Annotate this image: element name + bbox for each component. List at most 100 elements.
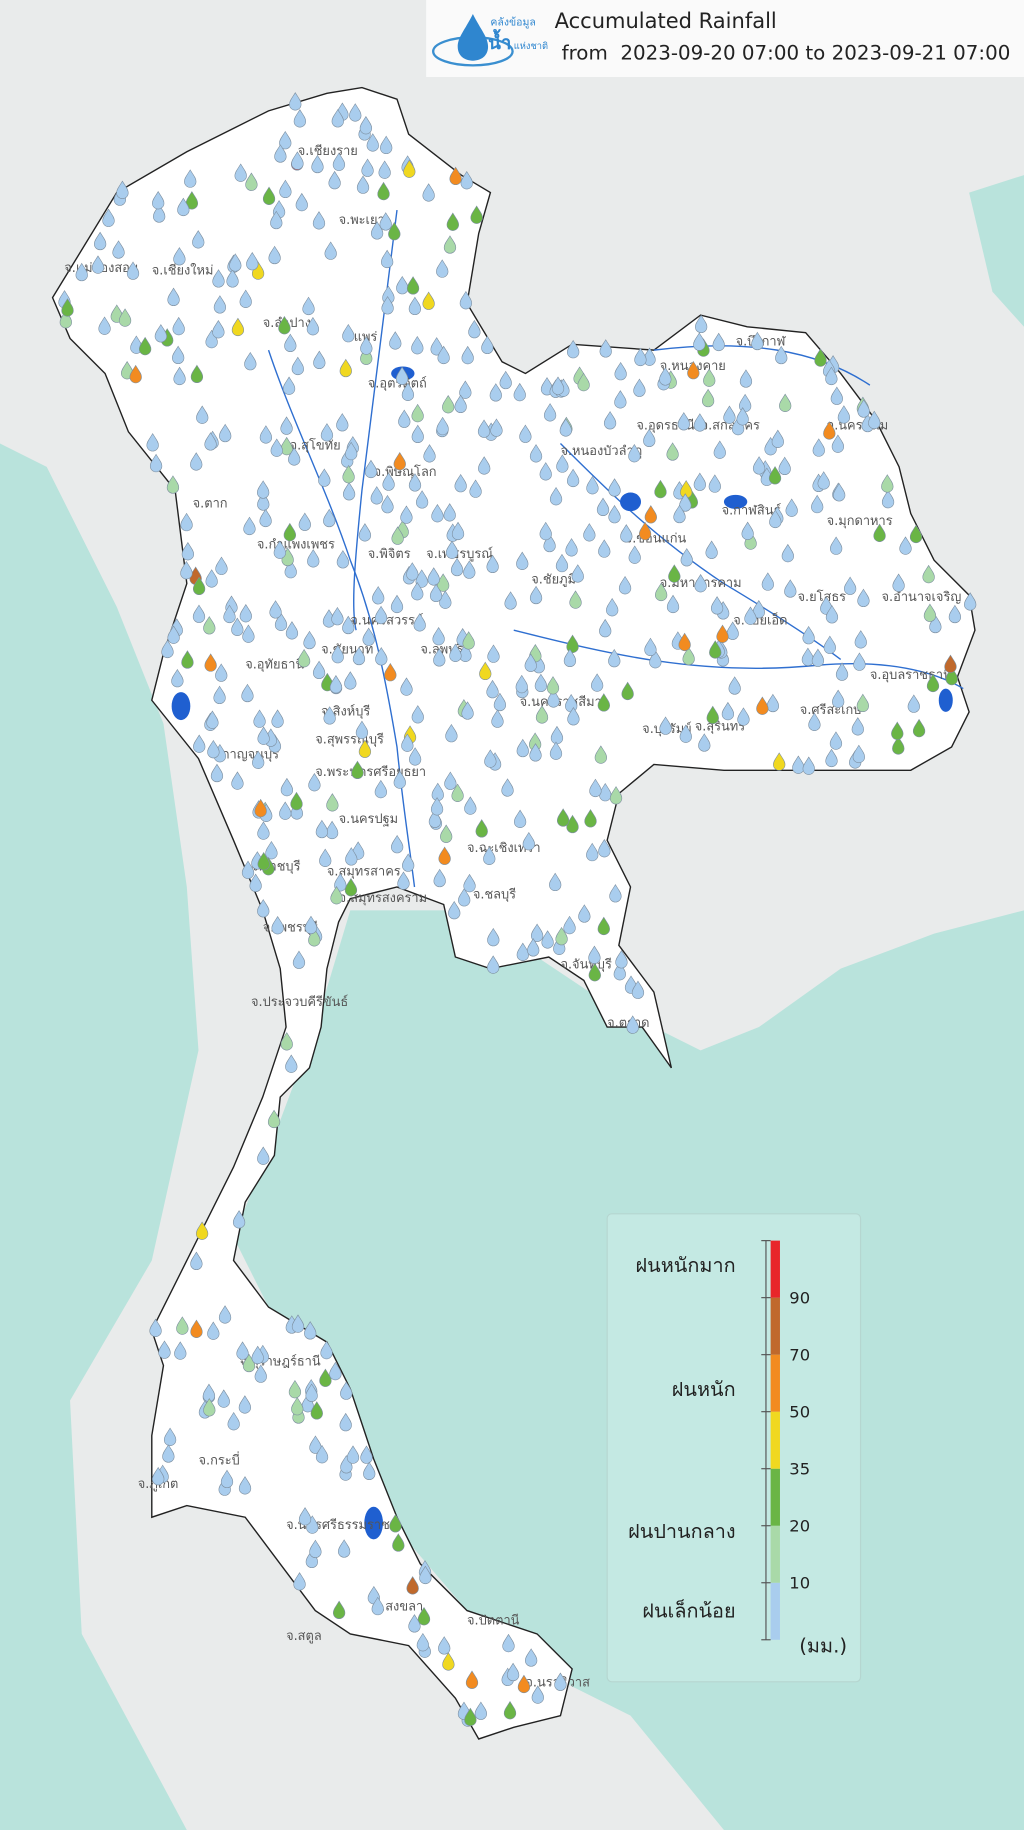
legend-box	[606, 1213, 862, 1683]
rain-drop	[408, 473, 422, 492]
rain-drop	[766, 693, 780, 713]
rain-drop	[342, 464, 355, 484]
rain-drop	[395, 366, 409, 385]
rain-drop	[547, 689, 560, 708]
rain-drop	[814, 348, 827, 367]
rain-drop	[829, 731, 843, 750]
rain-drop	[257, 821, 270, 840]
rain-drop	[553, 936, 566, 955]
rain-drop	[305, 1383, 318, 1402]
rain-drop	[608, 504, 621, 524]
rain-drop	[499, 370, 512, 390]
rain-drop	[234, 163, 247, 182]
rain-drop	[313, 350, 326, 370]
rain-drop	[344, 877, 358, 897]
rain-drop	[706, 705, 719, 725]
rain-drop	[282, 376, 296, 395]
rain-drop	[543, 533, 556, 553]
province-label: จ.นครสวรรค์	[350, 612, 423, 628]
rain-drop	[483, 846, 496, 865]
rain-drop	[98, 316, 111, 335]
rain-drop	[323, 706, 336, 725]
rain-drop	[408, 296, 422, 316]
rain-drop	[443, 503, 456, 522]
rain-drop	[257, 726, 270, 745]
rain-drop	[679, 724, 692, 743]
rain-drop	[549, 872, 562, 892]
rain-drop	[479, 661, 492, 681]
rain-drop	[329, 675, 343, 694]
rain-drop	[329, 1361, 342, 1381]
rain-drop	[922, 564, 935, 584]
rain-drop	[463, 560, 476, 579]
rain-drop	[530, 923, 544, 942]
rain-drop	[332, 1600, 346, 1620]
rain-drop	[529, 585, 543, 605]
province-label: จ.อุตรดิตถ์	[368, 375, 427, 391]
rain-drop	[218, 1305, 232, 1324]
rain-drop	[478, 456, 491, 475]
rain-drop	[655, 582, 668, 602]
rain-drop	[360, 1445, 373, 1464]
rain-drop	[242, 624, 255, 643]
legend-category: ฝนปานกลาง	[628, 1520, 735, 1543]
rain-drop	[710, 596, 724, 615]
rain-drop	[166, 475, 180, 494]
rain-drop	[251, 1345, 264, 1365]
rain-drop	[195, 1221, 209, 1240]
rain-drop	[411, 424, 424, 444]
rain-drop	[249, 873, 262, 892]
rain-drop	[598, 539, 611, 558]
rain-drop	[411, 705, 424, 724]
rain-drop	[442, 1652, 455, 1671]
rain-drop	[484, 749, 497, 768]
province-label: จ.ประจวบคีรีขันธ์	[251, 994, 348, 1010]
rain-drop	[843, 576, 857, 595]
rain-drop	[638, 521, 652, 541]
rain-drop	[449, 166, 462, 186]
rain-drop	[599, 618, 612, 638]
rain-drop	[257, 851, 270, 871]
rain-drop	[253, 709, 266, 728]
rain-drop	[830, 386, 843, 405]
rain-drop	[586, 475, 599, 495]
rain-drop	[334, 873, 347, 892]
province-label: จ.สงขลา	[374, 1600, 424, 1615]
rain-drop	[393, 770, 406, 789]
rain-drop	[396, 275, 409, 295]
rain-drop	[279, 801, 292, 820]
rain-drop	[311, 154, 324, 174]
province-label: จ.อำนาจเจริญ	[882, 590, 962, 605]
rain-drop	[445, 723, 458, 743]
rain-drop	[486, 554, 499, 574]
rain-drop	[731, 416, 745, 436]
rain-drop	[459, 380, 472, 399]
rain-drop	[556, 808, 570, 827]
lake	[364, 1506, 383, 1540]
legend-color	[770, 1297, 780, 1355]
rain-drop	[761, 572, 774, 591]
rain-drop	[400, 505, 413, 524]
rain-drop	[744, 531, 757, 550]
province-label: จ.พะเยา	[339, 213, 385, 228]
rain-drop	[519, 424, 532, 443]
rain-drop	[926, 673, 940, 693]
rain-drop	[307, 549, 320, 568]
rain-drop	[177, 197, 190, 217]
rain-drop	[621, 681, 634, 701]
rain-drop	[370, 486, 383, 505]
rain-drop	[180, 560, 193, 580]
rain-drop	[304, 1321, 317, 1340]
rain-drop	[539, 521, 552, 541]
rain-drop	[823, 421, 836, 440]
rain-drop	[259, 425, 273, 444]
province-label: จ.เพชรบูรณ์	[426, 546, 493, 562]
province-label: จ.สุโขทัย	[290, 437, 341, 453]
rain-drop	[535, 705, 549, 724]
rain-drop	[173, 247, 186, 266]
rain-drop	[923, 603, 937, 622]
rain-drop	[229, 253, 242, 272]
rain-drop	[291, 356, 304, 376]
rain-drop	[422, 291, 435, 310]
